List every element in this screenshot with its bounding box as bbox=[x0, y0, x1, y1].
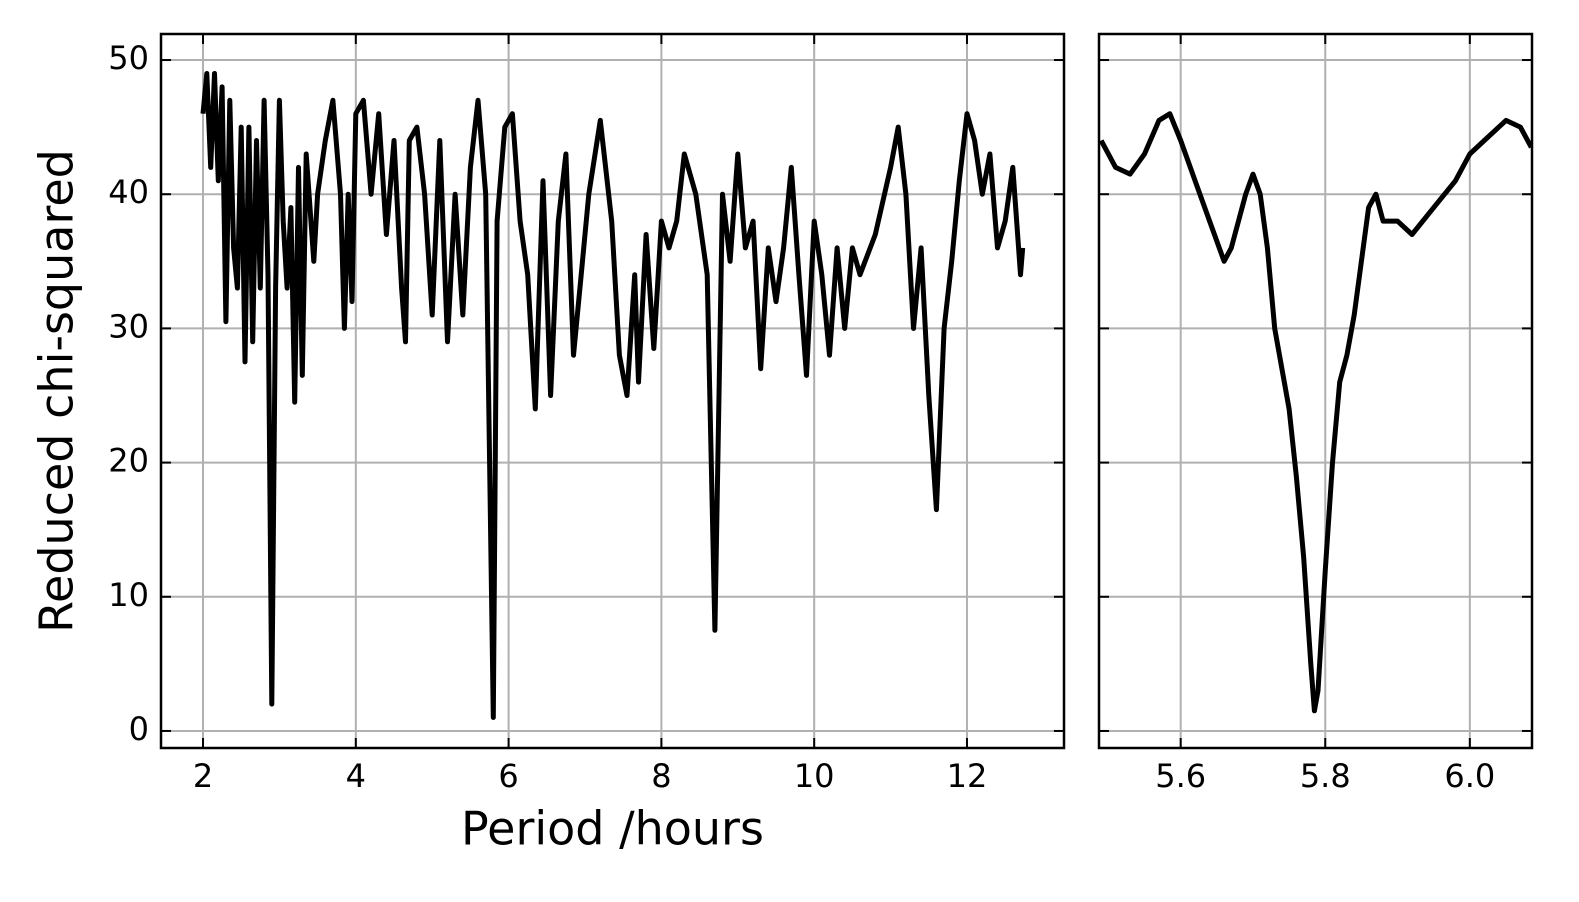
y-tick-label: 20 bbox=[108, 442, 149, 480]
axes-frame bbox=[159, 32, 1066, 750]
y-tick-label: 40 bbox=[108, 173, 149, 211]
x-tick-label: 12 bbox=[947, 757, 988, 795]
y-tick-label: 10 bbox=[108, 576, 149, 614]
x-axis-label: Period /hours bbox=[461, 802, 764, 856]
y-axis-label: Reduced chi-squared bbox=[30, 149, 84, 633]
data-line bbox=[1099, 111, 1532, 714]
x-tick-label: 4 bbox=[346, 757, 366, 795]
x-tick-label: 2 bbox=[193, 757, 213, 795]
y-tick-label: 30 bbox=[108, 307, 149, 345]
data-line bbox=[200, 71, 1026, 720]
y-tick-label: 50 bbox=[108, 39, 149, 77]
x-tick-label: 6 bbox=[498, 757, 518, 795]
x-tick-label: 6.0 bbox=[1444, 757, 1495, 795]
x-tick-label: 10 bbox=[794, 757, 835, 795]
x-tick-label: 5.8 bbox=[1300, 757, 1351, 795]
axes-frame bbox=[1097, 32, 1534, 750]
x-tick-label: 8 bbox=[651, 757, 671, 795]
x-tick-label: 5.6 bbox=[1155, 757, 1206, 795]
y-tick-label: 0 bbox=[129, 710, 149, 748]
